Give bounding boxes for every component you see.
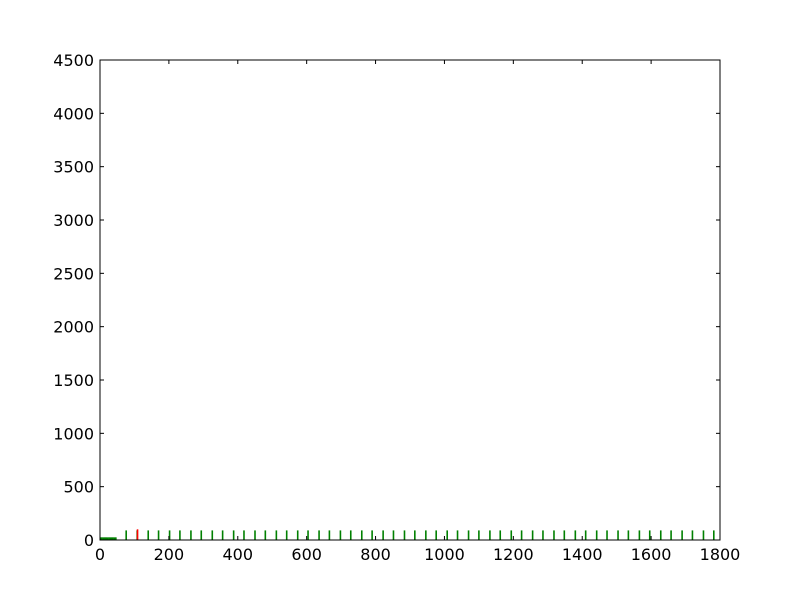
bar-s0-63	[670, 530, 672, 540]
bar-s0-47	[499, 530, 502, 540]
bar-s0-32	[339, 530, 342, 540]
y-tick-label: 0	[84, 531, 94, 550]
bar-s0-51	[542, 530, 544, 540]
bar-s0-31	[328, 530, 331, 540]
bar-s0-21	[221, 530, 224, 540]
plot-background	[100, 60, 720, 540]
y-tick-label: 2500	[53, 264, 94, 283]
bar-s0-7	[109, 537, 112, 540]
bar-s0-35	[371, 530, 373, 540]
bar-s0-46	[489, 530, 491, 540]
bar-s0-4	[105, 537, 107, 540]
bar-s0-8	[110, 537, 113, 540]
bar-s0-67	[713, 530, 715, 540]
bar-s0-58	[617, 530, 619, 540]
y-tick-label: 2000	[53, 318, 94, 337]
bar-s0-30	[318, 530, 320, 540]
bar-s0-18	[190, 530, 192, 540]
bar-s0-9	[112, 537, 114, 540]
bar-s0-24	[254, 530, 256, 540]
bar-s0-14	[147, 530, 150, 540]
bar-s0-26	[275, 530, 278, 540]
bar-s0-44	[467, 530, 470, 540]
bar-s0-42	[446, 530, 448, 540]
x-tick-label: 1000	[424, 545, 465, 564]
bar-s0-16	[168, 530, 171, 540]
bar-s0-22	[232, 530, 235, 540]
bar-s0-50	[531, 530, 534, 540]
bar-s0-40	[425, 530, 427, 540]
bar-s0-52	[553, 530, 555, 540]
bar-s0-20	[211, 530, 214, 540]
bar-s0-39	[414, 530, 416, 540]
bar-s0-59	[627, 530, 630, 540]
bar-s0-49	[520, 530, 523, 540]
y-tick-label: 500	[63, 478, 94, 497]
x-tick-label: 400	[223, 545, 254, 564]
x-tick-label: 200	[154, 545, 185, 564]
bar-s0-48	[510, 530, 513, 540]
bar-s0-11	[115, 537, 117, 540]
bar-s0-65	[691, 530, 694, 540]
x-tick-label: 600	[291, 545, 322, 564]
bar-s0-54	[574, 530, 577, 540]
bar-s0-2	[102, 537, 105, 540]
bar-s0-62	[659, 530, 662, 540]
bar-s0-29	[307, 530, 309, 540]
x-tick-label: 1600	[631, 545, 672, 564]
x-tick-label: 1400	[562, 545, 603, 564]
bar-s0-64	[681, 530, 683, 540]
bar-s0-36	[382, 530, 384, 540]
bar-s0-43	[456, 530, 459, 540]
bar-s0-66	[702, 530, 705, 540]
x-tick-label: 1200	[493, 545, 534, 564]
bar-s0-41	[435, 530, 437, 540]
bar-s0-57	[606, 530, 608, 540]
bar-s0-60	[638, 530, 641, 540]
bar-s0-10	[113, 537, 116, 540]
bar-s0-5	[106, 537, 109, 540]
tick-labels-group: 0 200 400 600 800 1000 1200 1400 1600 1800 0 500 100…	[53, 51, 740, 564]
bar-s0-3	[104, 537, 106, 540]
y-tick-label: 1000	[53, 424, 94, 443]
bar-s0-33	[349, 530, 352, 540]
bar-s0-61	[648, 530, 651, 540]
bar-s0-37	[392, 530, 395, 540]
bar-s0-12	[125, 530, 127, 540]
x-tick-label: 0	[95, 545, 105, 564]
bar-s0-55	[584, 530, 587, 540]
plot-frame	[99, 59, 721, 541]
bars-group	[99, 529, 715, 540]
bar-s0-19	[200, 530, 203, 540]
bar-s0-15	[157, 530, 160, 540]
bar-s0-56	[595, 530, 598, 540]
x-tick-label: 1800	[700, 545, 741, 564]
bar-s0-17	[179, 530, 181, 540]
bar-s0-38	[403, 530, 406, 540]
bar-s0-23	[243, 530, 245, 540]
y-tick-label: 3500	[53, 158, 94, 177]
bar-s0-53	[563, 530, 566, 540]
bar-s0-1	[101, 537, 103, 540]
bar-s0-28	[296, 530, 299, 540]
bar-s0-27	[285, 530, 288, 540]
y-tick-label: 1500	[53, 371, 94, 390]
x-tick-label: 800	[360, 545, 391, 564]
y-tick-label: 4500	[53, 51, 94, 70]
bar-s0-0	[99, 537, 102, 540]
bar-s0-25	[264, 530, 267, 540]
bar-s1-0	[136, 529, 139, 540]
bar-s0-34	[360, 530, 363, 540]
bar-s0-45	[478, 530, 480, 540]
y-tick-label: 4000	[53, 104, 94, 123]
bar-s0-6	[108, 537, 110, 540]
y-tick-label: 3000	[53, 211, 94, 230]
